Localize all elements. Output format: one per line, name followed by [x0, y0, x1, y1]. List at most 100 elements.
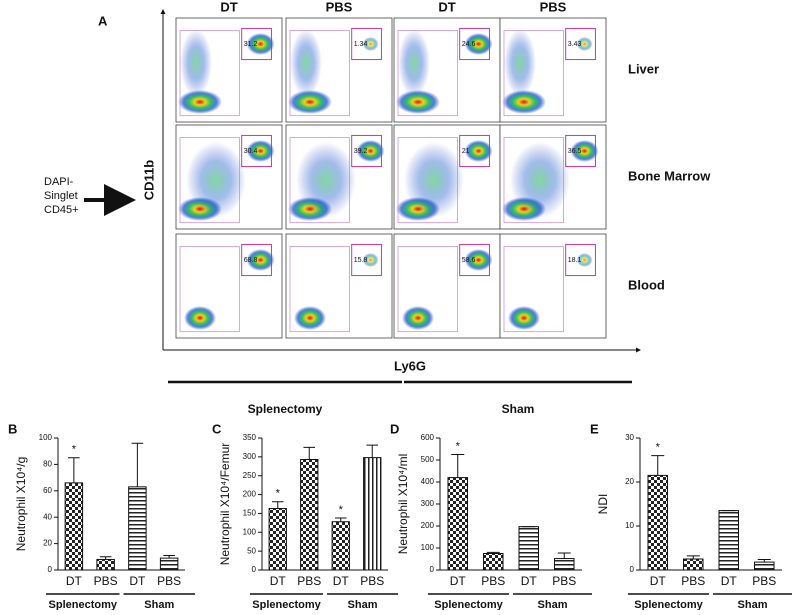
- population: [296, 142, 356, 218]
- y-tick-label: 100: [39, 433, 53, 442]
- row-label: Blood: [628, 277, 665, 292]
- gate-value: 1.34: [354, 41, 368, 48]
- outer-gate: [397, 246, 458, 333]
- gate: [459, 243, 490, 277]
- panel-label: D: [390, 421, 399, 436]
- y-tick-label: 10: [625, 521, 634, 530]
- significance: *: [656, 442, 661, 454]
- y-tick-label: 0: [48, 565, 53, 574]
- y-axis-label: Neutrophil X10⁴/ml: [396, 454, 410, 555]
- y-tick-label: 350: [243, 433, 257, 442]
- x-tick-label: DT: [66, 574, 83, 588]
- group-label: Sham: [144, 599, 174, 610]
- gating-label: CD45+: [44, 204, 79, 216]
- row-label: Liver: [628, 61, 659, 76]
- group-label: Splenectomy: [252, 599, 321, 610]
- x-tick-label: DT: [521, 574, 538, 588]
- y-tick-label: 80: [43, 460, 52, 469]
- population: [362, 37, 379, 51]
- x-tick-label: PBS: [681, 574, 705, 588]
- column-label: PBS: [326, 0, 353, 14]
- gate: [565, 134, 596, 168]
- error-bar: [557, 552, 571, 559]
- population: [464, 33, 493, 55]
- population: [246, 249, 275, 271]
- gate-value: 24.6: [462, 41, 476, 48]
- error-bar: [651, 455, 665, 476]
- y-tick-label: 200: [243, 490, 257, 499]
- gate: [241, 134, 272, 168]
- population: [294, 306, 326, 330]
- y-tick-label: 40: [43, 512, 52, 521]
- error-bar: [366, 444, 379, 458]
- significance: *: [339, 504, 344, 516]
- gate-value: 31.2: [244, 41, 258, 48]
- y-tick-label: 0: [252, 565, 257, 574]
- population: [504, 29, 536, 97]
- outer-gate: [503, 137, 564, 224]
- bar: [482, 553, 504, 571]
- error-bar: [271, 501, 284, 509]
- error-bar: [486, 551, 500, 554]
- x-tick-label: PBS: [94, 574, 118, 588]
- y-tick-label: 30: [625, 433, 634, 442]
- population: [288, 90, 332, 114]
- error-bar: [163, 554, 175, 559]
- gate-value: 36.5: [568, 148, 582, 155]
- bar: [300, 458, 319, 571]
- population: [356, 140, 385, 162]
- group-label: Splenectomy: [49, 599, 118, 610]
- significance: *: [276, 488, 281, 500]
- population: [180, 29, 212, 97]
- bar: [682, 558, 704, 571]
- y-tick-label: 100: [421, 543, 435, 552]
- panel-label: E: [590, 421, 599, 436]
- bar: [128, 486, 147, 571]
- error-bar: [68, 457, 80, 483]
- x-tick-label: PBS: [481, 574, 505, 588]
- y-axis-label: Neutrophil X10⁴/g: [14, 457, 28, 552]
- group-label: Sham: [348, 599, 378, 610]
- bar: [753, 561, 775, 571]
- y-axis-label: Neutrophil X10⁴/Femur: [218, 443, 232, 566]
- gate-value: 3.43: [568, 41, 582, 48]
- population: [576, 37, 593, 51]
- bar: [518, 526, 540, 571]
- population: [398, 29, 430, 97]
- gate: [241, 243, 272, 277]
- gate-value: 18.1: [568, 257, 582, 264]
- error-bar: [451, 454, 465, 478]
- gate-value: 15.8: [354, 257, 368, 264]
- gate-value: 39.2: [354, 148, 368, 155]
- bar: [553, 558, 575, 571]
- outer-gate: [179, 137, 240, 224]
- y-tick-label: 0: [630, 565, 635, 574]
- y-tick-label: 600: [421, 433, 435, 442]
- error-bar: [303, 446, 316, 460]
- gate: [459, 134, 490, 168]
- y-axis-label: CD11b: [141, 160, 156, 201]
- population: [246, 140, 275, 162]
- gate: [351, 134, 382, 168]
- outer-gate: [289, 246, 350, 333]
- x-tick-label: DT: [129, 574, 146, 588]
- gate-value: 58.6: [462, 257, 476, 264]
- population: [184, 306, 216, 330]
- outer-gate: [179, 30, 240, 117]
- x-tick-label: DT: [333, 574, 350, 588]
- group-label: Sham: [502, 402, 535, 416]
- y-tick-label: 100: [243, 527, 257, 536]
- outer-gate: [397, 30, 458, 117]
- x-tick-label: DT: [270, 574, 287, 588]
- gate-value: 21: [462, 148, 470, 155]
- x-tick-label: DT: [650, 574, 667, 588]
- y-tick-label: 50: [247, 546, 256, 555]
- outer-gate: [179, 246, 240, 333]
- gate-value: 68.8: [244, 257, 258, 264]
- gate: [351, 27, 382, 61]
- gate: [459, 27, 490, 61]
- population: [576, 253, 593, 267]
- gate: [565, 243, 596, 277]
- gate-value: 30.4: [244, 148, 258, 155]
